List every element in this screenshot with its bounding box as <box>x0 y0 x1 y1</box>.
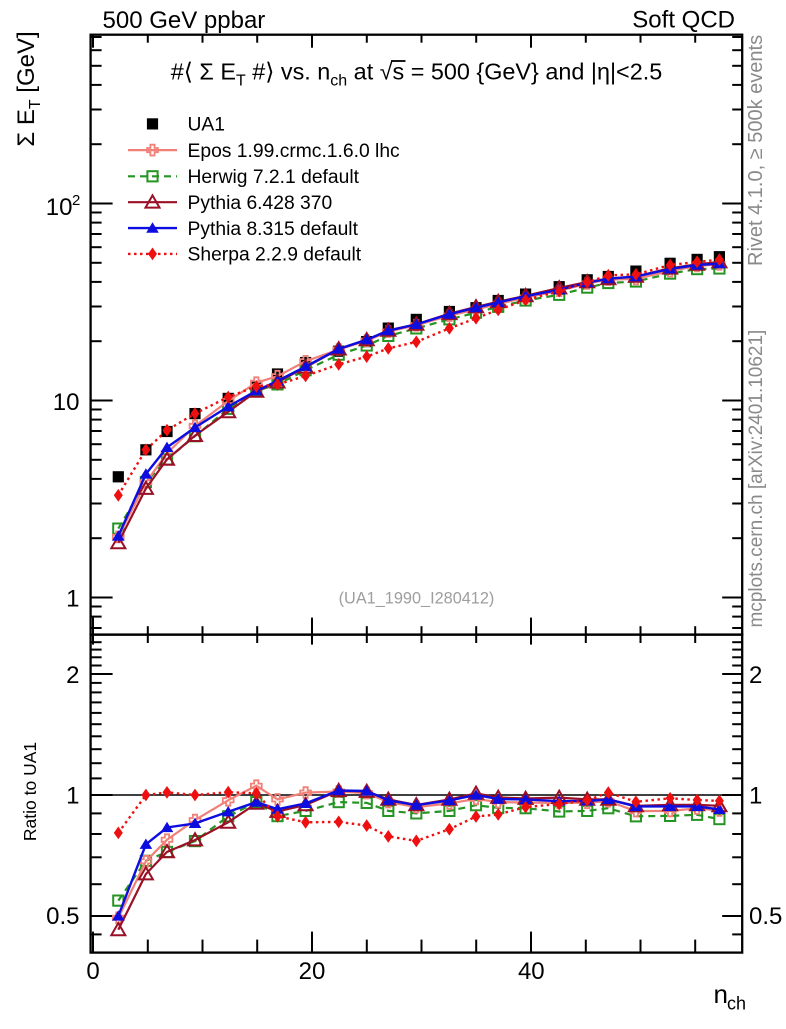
svg-text:0.5: 0.5 <box>46 903 79 930</box>
svg-text:0: 0 <box>86 958 99 985</box>
svg-text:Soft QCD: Soft QCD <box>632 7 735 34</box>
svg-text:UA1: UA1 <box>188 115 226 136</box>
svg-text:2: 2 <box>749 662 762 689</box>
svg-text:Rivet 4.1.0, ≥ 500k events: Rivet 4.1.0, ≥ 500k events <box>745 35 767 266</box>
svg-text:500 GeV ppbar: 500 GeV ppbar <box>103 7 266 34</box>
svg-text:1: 1 <box>66 783 79 810</box>
svg-text:10: 10 <box>46 194 73 221</box>
svg-text:Sherpa 2.2.9 default: Sherpa 2.2.9 default <box>188 245 362 266</box>
svg-text:2: 2 <box>72 192 80 209</box>
svg-text:2: 2 <box>66 662 79 689</box>
svg-text:1: 1 <box>749 783 762 810</box>
svg-text:(UA1_1990_I280412): (UA1_1990_I280412) <box>339 590 495 608</box>
svg-text:10: 10 <box>53 389 80 416</box>
svg-text:Pythia 8.315 default: Pythia 8.315 default <box>188 219 359 240</box>
svg-text:Epos 1.99.crmc.1.6.0 lhc: Epos 1.99.crmc.1.6.0 lhc <box>188 141 401 162</box>
svg-text:#⟨ Σ ET #⟩ vs. nch at √s = 500: #⟨ Σ ET #⟩ vs. nch at √s = 500 {GeV} and… <box>171 59 662 90</box>
svg-text:Pythia 6.428 370: Pythia 6.428 370 <box>188 193 333 214</box>
svg-text:0.5: 0.5 <box>749 903 782 930</box>
svg-text:n: n <box>714 979 728 1009</box>
svg-text:20: 20 <box>299 958 326 985</box>
svg-text:mcplots.cern.ch [arXiv:2401.10: mcplots.cern.ch [arXiv:2401.10621] <box>746 330 767 628</box>
svg-text:Ratio to UA1: Ratio to UA1 <box>20 742 40 841</box>
svg-text:ch: ch <box>727 994 746 1014</box>
svg-text:40: 40 <box>518 958 545 985</box>
svg-text:1: 1 <box>66 586 79 613</box>
svg-text:Σ ET [GeV]: Σ ET [GeV] <box>13 31 44 146</box>
svg-text:Herwig 7.2.1 default: Herwig 7.2.1 default <box>188 167 360 188</box>
